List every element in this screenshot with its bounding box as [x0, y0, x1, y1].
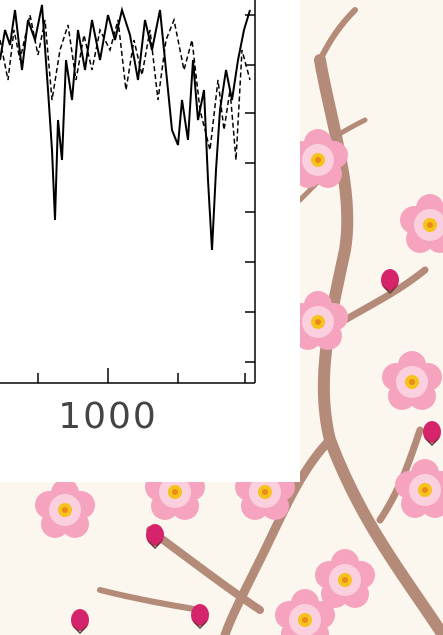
- collage: 1000: [0, 0, 443, 635]
- chart-fragment: 1000: [0, 0, 300, 482]
- page: 1000 (() => { const data = JSON.parse(do…: [0, 0, 443, 635]
- x-tick-label: 1000: [58, 396, 158, 437]
